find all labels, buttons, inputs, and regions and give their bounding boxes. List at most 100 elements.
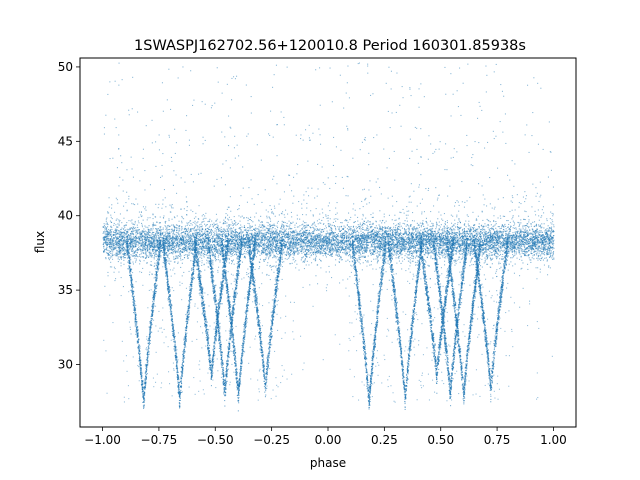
data-point xyxy=(227,229,228,230)
data-point xyxy=(122,240,123,241)
data-point xyxy=(317,238,318,239)
data-point xyxy=(103,240,104,241)
data-point xyxy=(379,224,380,225)
data-point xyxy=(264,226,265,227)
data-point xyxy=(523,237,524,238)
data-point xyxy=(211,233,212,234)
data-point xyxy=(134,237,135,238)
data-point xyxy=(232,230,233,231)
data-point xyxy=(537,249,538,250)
data-point xyxy=(244,246,245,247)
data-point xyxy=(306,227,307,228)
data-point xyxy=(437,231,438,232)
data-point xyxy=(140,231,141,232)
data-point xyxy=(519,238,520,239)
data-point xyxy=(408,225,409,226)
data-point xyxy=(342,222,343,223)
data-point xyxy=(172,229,173,230)
data-point xyxy=(357,231,358,232)
data-point xyxy=(423,238,424,239)
data-point xyxy=(108,236,109,237)
data-point xyxy=(197,248,198,249)
data-point xyxy=(359,248,360,249)
data-point xyxy=(149,225,150,226)
data-point xyxy=(207,251,208,252)
data-point xyxy=(312,249,313,250)
data-point xyxy=(309,230,310,231)
data-point xyxy=(546,240,547,241)
data-point xyxy=(232,243,233,244)
data-point xyxy=(504,231,505,232)
data-point xyxy=(124,239,125,240)
data-point xyxy=(512,250,513,251)
data-point xyxy=(288,251,289,252)
data-point xyxy=(112,251,113,252)
data-point xyxy=(320,245,321,246)
data-point xyxy=(503,229,504,230)
data-point xyxy=(397,227,398,228)
data-point xyxy=(272,235,273,236)
data-point xyxy=(275,256,276,257)
data-point xyxy=(431,236,432,237)
data-point xyxy=(444,257,445,258)
data-point xyxy=(190,223,191,224)
chart-title: 1SWASPJ162702.56+120010.8 Period 160301.… xyxy=(134,38,526,54)
data-point xyxy=(283,232,284,233)
data-point xyxy=(216,259,217,260)
data-point xyxy=(274,225,275,226)
data-point xyxy=(142,256,143,257)
data-point xyxy=(299,250,300,251)
data-point xyxy=(117,223,118,224)
data-point xyxy=(311,247,312,248)
data-point xyxy=(177,239,178,240)
data-point xyxy=(373,244,374,245)
data-point xyxy=(322,235,323,236)
data-point xyxy=(315,248,316,249)
data-point xyxy=(335,247,336,248)
data-point xyxy=(541,223,542,224)
data-point xyxy=(134,242,135,243)
data-point xyxy=(250,236,251,237)
data-point xyxy=(122,245,123,246)
data-point xyxy=(522,253,523,254)
data-point xyxy=(377,262,378,263)
data-point xyxy=(290,252,291,253)
data-point xyxy=(553,243,554,244)
data-point xyxy=(305,258,306,259)
data-point xyxy=(189,254,190,255)
data-point xyxy=(150,230,151,231)
data-point xyxy=(296,241,297,242)
data-point xyxy=(446,253,447,254)
data-point xyxy=(306,232,307,233)
data-point xyxy=(172,246,173,247)
data-point xyxy=(405,239,406,240)
data-point xyxy=(303,245,304,246)
data-point xyxy=(384,234,385,235)
data-point xyxy=(552,249,553,250)
data-point xyxy=(119,242,120,243)
data-point xyxy=(288,229,289,230)
data-point xyxy=(531,236,532,237)
data-point xyxy=(218,241,219,242)
data-point xyxy=(414,244,415,245)
data-point xyxy=(428,237,429,238)
data-point xyxy=(548,225,549,226)
data-point xyxy=(444,230,445,231)
data-point xyxy=(406,253,407,254)
data-point xyxy=(309,257,310,258)
data-point xyxy=(409,254,410,255)
data-point xyxy=(346,242,347,243)
data-point xyxy=(133,243,134,244)
data-point xyxy=(287,252,288,253)
data-point xyxy=(352,233,353,234)
data-point xyxy=(334,249,335,250)
data-point xyxy=(413,252,414,253)
data-point xyxy=(402,254,403,255)
data-point xyxy=(517,245,518,246)
data-point xyxy=(207,224,208,225)
data-point xyxy=(514,232,515,233)
data-point xyxy=(292,253,293,254)
data-point xyxy=(257,249,258,250)
data-point xyxy=(146,253,147,254)
